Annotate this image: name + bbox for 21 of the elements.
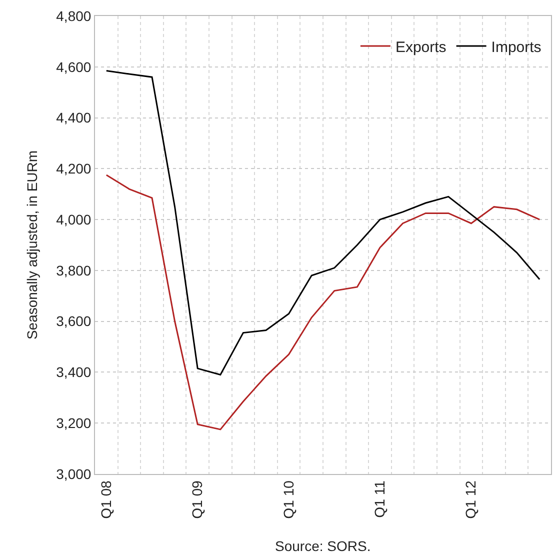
line-series — [106, 70, 540, 376]
x-tick-label: Q1 10 — [280, 480, 296, 519]
y-tick-label: 3,200 — [56, 415, 92, 432]
line-series — [106, 174, 540, 430]
y-tick-label: 4,000 — [56, 211, 92, 228]
y-tick-label: 3,800 — [56, 262, 92, 278]
y-axis-title: Seasonally adjusted, in EURm — [24, 150, 40, 340]
y-tick-label: 4,200 — [56, 160, 92, 177]
x-tick-label: Q1 11 — [372, 480, 388, 518]
x-tick-label: Q1 12 — [462, 480, 479, 519]
y-tick-label: 3,000 — [56, 466, 92, 482]
legend-label: Exports — [395, 38, 446, 56]
y-tick-label: 4,600 — [56, 58, 92, 75]
y-tick-label: 4,400 — [56, 110, 92, 126]
y-tick-label: 3,400 — [56, 364, 92, 380]
source-note: Source: SORS. — [275, 538, 371, 554]
y-tick-label: 4,800 — [56, 8, 92, 24]
x-tick-label: Q1 09 — [189, 480, 206, 519]
x-tick-label: Q1 08 — [98, 480, 114, 519]
y-tick-label: 3,600 — [56, 313, 92, 330]
legend-label: Imports — [491, 38, 542, 56]
